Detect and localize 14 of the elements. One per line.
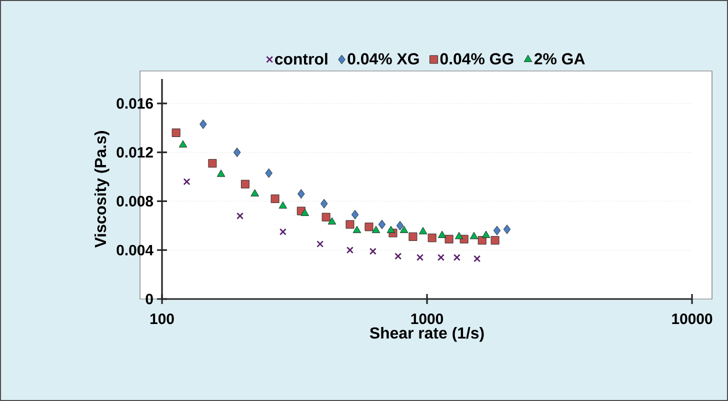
y-tick-label: 0.004 — [116, 244, 154, 256]
x-axis-title: Shear rate (1/s) — [370, 326, 484, 342]
legend-label: 0.04% GG — [440, 53, 514, 64]
y-tick-label: 0.008 — [116, 196, 154, 207]
y-tick-label: 0.012 — [116, 147, 153, 158]
legend-label: 2% GA — [534, 53, 585, 64]
y-tick-label: 0.016 — [116, 98, 153, 109]
legend-label: control — [275, 52, 328, 65]
y-axis-title: Viscosity (Pa.s) — [94, 131, 110, 248]
x-tick-label: 100 — [150, 314, 174, 324]
x-tick-label: 1000 — [411, 314, 444, 324]
legend-label: 0.04% XG — [348, 53, 419, 64]
x-tick-label: 10000 — [672, 314, 712, 324]
y-tick-label: 0 — [146, 294, 153, 304]
